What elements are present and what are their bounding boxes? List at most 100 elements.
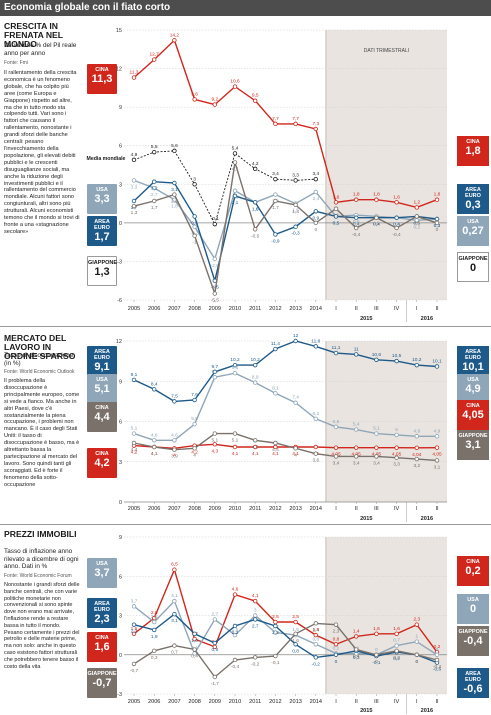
y-tick-label: -3 [117, 692, 122, 698]
data-point [293, 178, 298, 183]
data-label: 11,1 [332, 345, 341, 351]
data-label: 3,4 [353, 460, 360, 466]
x-tick-label: I [416, 306, 418, 312]
data-point [293, 121, 298, 127]
data-label: 2,3 [131, 629, 138, 635]
badge-value: 4,2 [94, 457, 110, 469]
data-point [434, 445, 440, 450]
data-point [172, 598, 177, 604]
data-label: -0,6 [433, 667, 442, 673]
country-badge: USA 3,3 [87, 184, 117, 214]
data-label: 1,6 [252, 206, 259, 212]
country-badge: USA 4,9 [457, 374, 489, 404]
data-label: 2,2 [232, 630, 239, 636]
series-line [133, 567, 438, 653]
data-label: 1,6 [333, 194, 340, 200]
data-label: -0,2 [251, 661, 260, 667]
country-badge: AREA EURO 2,3 [87, 598, 117, 628]
data-point [252, 438, 258, 443]
x-group-label: 2015 [360, 708, 372, 714]
data-label: 1,7 [151, 205, 158, 211]
badge-value: 1,7 [94, 231, 110, 243]
data-point [151, 185, 157, 191]
data-point [354, 225, 359, 231]
data-label: 0,4 [353, 222, 360, 228]
data-label: 3,3 [393, 462, 400, 468]
data-point [252, 598, 258, 604]
data-label: 4,7 [232, 166, 239, 172]
data-label: 4,05 [432, 452, 442, 458]
data-point [354, 445, 359, 450]
data-label: 1,6 [131, 626, 138, 632]
data-point [354, 215, 359, 220]
data-label: 4 [294, 452, 297, 458]
data-point [192, 397, 197, 403]
data-point [394, 455, 399, 460]
data-point [232, 592, 238, 597]
x-tick-label: 2006 [148, 306, 160, 312]
data-label: 2,4 [312, 627, 319, 633]
badge-name: USA [467, 219, 479, 225]
data-label: -4,5 [211, 285, 220, 291]
data-point [131, 377, 137, 383]
data-point [333, 652, 339, 657]
data-label: 8,4 [151, 381, 158, 387]
panel-title: Prezzi immobili [4, 529, 77, 539]
y-tick-label: 0 [119, 653, 122, 659]
data-label: 3,4 [272, 171, 279, 177]
data-label: 5 [395, 427, 398, 433]
data-label: 11,6 [311, 338, 320, 344]
y-tick-label: 9 [119, 535, 122, 541]
data-label: 7,4 [292, 395, 299, 401]
data-label: 4,2 [131, 450, 138, 456]
data-point [333, 622, 339, 627]
x-tick-label: III [374, 699, 379, 705]
data-point [131, 203, 137, 209]
data-point [131, 604, 137, 609]
data-point [354, 352, 359, 357]
badge-value: 1,3 [94, 266, 110, 278]
data-point [374, 445, 379, 450]
data-point [273, 198, 278, 204]
data-point [434, 657, 440, 663]
panel-body: Il problema della disoccupazione è princ… [4, 378, 80, 488]
data-point [131, 178, 137, 183]
panel-source: Fonte: Fmi [4, 60, 28, 66]
x-tick-label: 2007 [168, 506, 180, 512]
data-label: 1,6 [393, 194, 400, 200]
data-point [273, 440, 278, 446]
data-label: 3,4 [312, 171, 319, 177]
data-point [131, 661, 137, 667]
country-badge: GIAPPONE -0,4 [457, 626, 489, 656]
series-giappone: 1,3 1,7 2,2 -1 -5,5 4,7 -0,5 1,7 1,4 0 1,1 -0,4 0,4 -… [131, 160, 440, 304]
x-tick-label: 2010 [229, 699, 241, 705]
data-label: -0,4 [231, 664, 240, 670]
badge-name: GIAPPONE [87, 671, 117, 677]
data-label: 2,7 [151, 192, 158, 198]
data-point [313, 209, 318, 214]
data-label: 5,4 [353, 422, 360, 428]
data-point [313, 655, 318, 660]
badge-value: 4,9 [465, 383, 481, 395]
badge-name: USA [96, 561, 108, 567]
data-point [273, 623, 278, 629]
data-point [394, 215, 399, 220]
data-label: 4 [173, 452, 176, 458]
data-label: 0,8 [292, 648, 299, 654]
data-label: -0,2 [312, 661, 321, 667]
x-tick-label: I [335, 506, 337, 512]
data-label: 3,2 [151, 186, 158, 192]
series-line [133, 372, 437, 441]
series-line [133, 162, 438, 294]
data-point [232, 657, 238, 663]
data-point [273, 346, 278, 352]
data-point [313, 621, 318, 626]
data-label: 5,1 [211, 438, 218, 444]
data-point [374, 454, 379, 459]
data-point [252, 200, 258, 205]
country-badge: CINA 4,05 [457, 400, 489, 430]
data-point [232, 362, 238, 368]
data-label: 2,5 [292, 614, 299, 620]
data-label: 11,3 [130, 70, 139, 76]
data-point [414, 362, 419, 368]
